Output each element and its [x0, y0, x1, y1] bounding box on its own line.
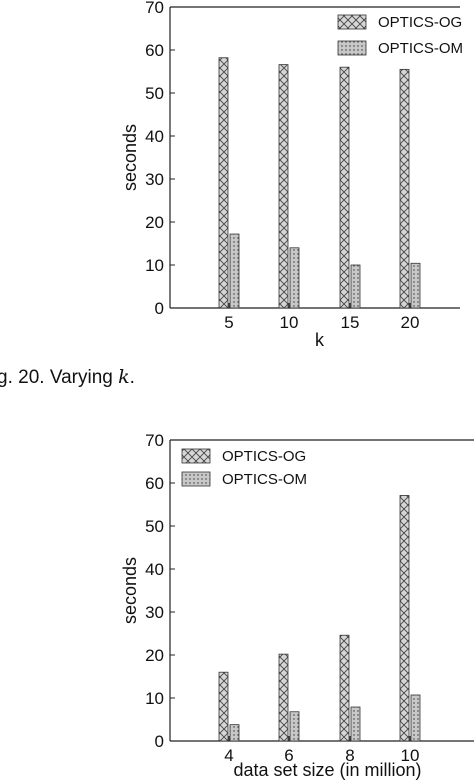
y-tick-label: 50 — [145, 517, 164, 536]
bar — [399, 68, 410, 309]
bar — [289, 247, 300, 309]
bar — [278, 653, 289, 742]
caption-math: k — [118, 366, 130, 388]
x-tick-label: 5 — [224, 313, 233, 332]
legend-swatch — [337, 14, 367, 30]
bar — [229, 233, 240, 309]
bar — [350, 264, 361, 309]
y-tick-label: 60 — [145, 474, 164, 493]
y-tick-label: 0 — [155, 299, 164, 318]
bar — [289, 711, 300, 742]
y-tick-label: 60 — [145, 41, 164, 60]
y-tick-label: 10 — [145, 256, 164, 275]
bar — [350, 706, 361, 742]
caption-prefix: g. 20. Varying — [0, 367, 113, 388]
y-tick-label: 30 — [145, 170, 164, 189]
legend-label: OPTICS-OM — [378, 40, 463, 57]
y-tick-label: 40 — [145, 560, 164, 579]
y-tick-label: 20 — [145, 213, 164, 232]
bar — [339, 66, 350, 309]
runtime-vs-k-chart: 0 10 20 30 40 50 60 70 seconds 5 10 15 20 k OPTICS-OG O… — [120, 0, 463, 350]
bar — [410, 262, 421, 309]
legend-label: OPTICS-OG — [378, 14, 462, 31]
x-tick-label: 6 — [284, 746, 293, 765]
y-axis-label: seconds — [120, 557, 140, 624]
x-tick-label: 4 — [224, 746, 233, 765]
x-tick-label: 20 — [401, 313, 420, 332]
y-tick-label: 40 — [145, 127, 164, 146]
x-axis-label: k — [315, 330, 325, 350]
bar — [218, 57, 229, 309]
y-tick-label: 20 — [145, 646, 164, 665]
y-tick-label: 30 — [145, 603, 164, 622]
y-axis-label: seconds — [120, 124, 140, 191]
x-tick-label: 10 — [401, 746, 420, 765]
legend-swatch — [181, 471, 211, 487]
bar — [278, 64, 289, 309]
legend-label: OPTICS-OG — [222, 448, 306, 465]
y-tick-label: 10 — [145, 689, 164, 708]
legend-swatch — [337, 40, 367, 56]
bar — [218, 671, 229, 742]
x-tick-label: 8 — [345, 746, 354, 765]
y-tick-label: 50 — [145, 84, 164, 103]
y-tick-label: 70 — [145, 0, 164, 17]
y-tick-label: 0 — [155, 732, 164, 751]
figure-caption: g. 20. Varying k. — [0, 366, 135, 389]
bar — [229, 724, 240, 742]
y-tick-label: 70 — [145, 431, 164, 450]
caption-suffix: . — [129, 367, 135, 388]
x-tick-label: 10 — [280, 313, 299, 332]
bar — [410, 694, 421, 742]
x-axis-label: data set size (in million) — [233, 760, 421, 780]
bar — [399, 495, 410, 742]
legend-label: OPTICS-OM — [222, 471, 307, 488]
bar — [339, 634, 350, 742]
legend-swatch — [181, 448, 211, 464]
x-tick-label: 15 — [341, 313, 360, 332]
